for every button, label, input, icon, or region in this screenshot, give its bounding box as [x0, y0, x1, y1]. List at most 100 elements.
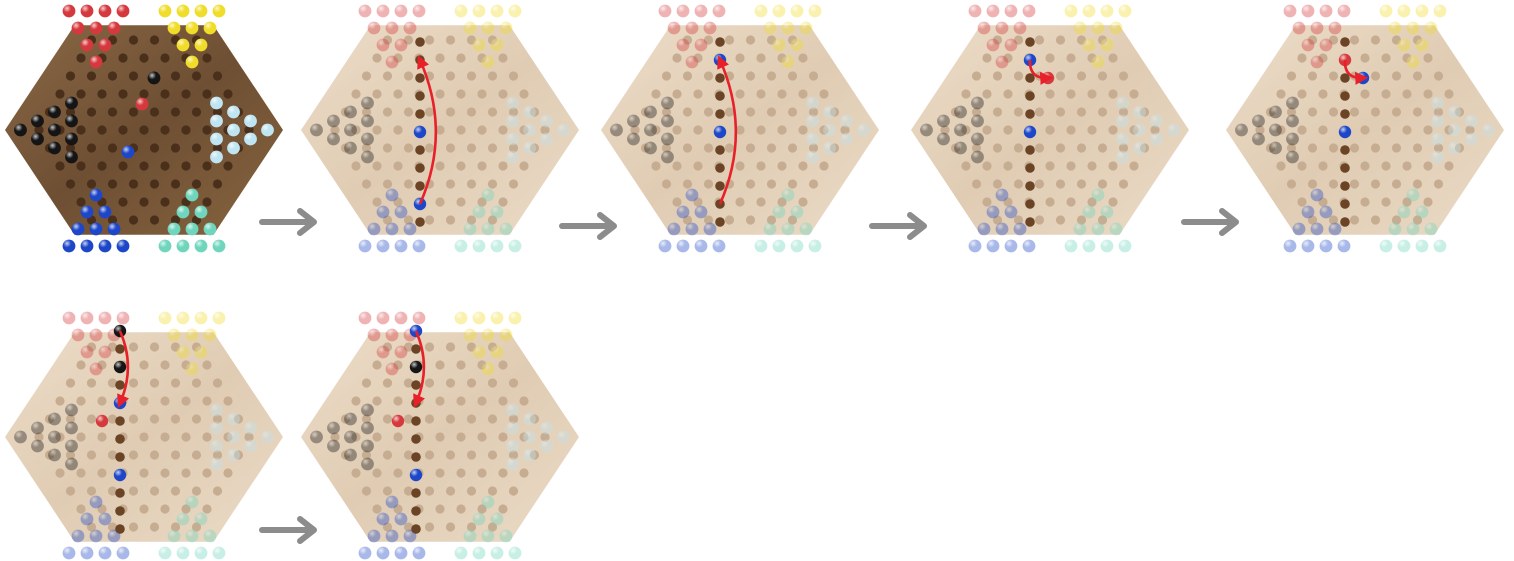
board-hole [445, 486, 456, 496]
marble-shine [65, 457, 78, 471]
board-hole [202, 53, 212, 63]
marble-shine [954, 105, 967, 119]
marble-shine [823, 123, 836, 137]
board-hole [372, 360, 382, 370]
marble-shine [194, 239, 208, 253]
marble-shine [210, 439, 223, 453]
marble-shine [968, 239, 982, 253]
board-hole [1328, 143, 1339, 153]
board-hole [971, 143, 982, 153]
marble-shine [98, 4, 112, 18]
board-hole [1318, 125, 1328, 135]
board-hole [1328, 71, 1339, 81]
marble-shine [1415, 239, 1429, 253]
board-hole [519, 468, 529, 478]
board-hole [403, 378, 414, 388]
marble-shine [540, 421, 553, 435]
path-hole [1340, 73, 1350, 83]
marble-shine [463, 328, 477, 342]
board-hole [766, 71, 777, 81]
marble-shine [385, 55, 399, 69]
board-hole [34, 125, 44, 135]
marble-shine [661, 132, 674, 146]
board-hole [445, 522, 456, 532]
marble-shine [89, 55, 103, 69]
board-hole [798, 53, 808, 63]
board-hole [107, 107, 118, 117]
board-hole [382, 450, 393, 460]
marble-shine [194, 546, 208, 560]
path-hole [1025, 91, 1035, 101]
move-arc-arrow [417, 55, 438, 205]
board-hole [508, 71, 519, 81]
board-hole [139, 396, 149, 406]
board-hole [382, 378, 393, 388]
marble-shine [1235, 123, 1248, 137]
marble-shine [48, 123, 61, 137]
marble-shine [48, 105, 61, 119]
board-hole [466, 71, 477, 81]
board-hole [128, 450, 139, 460]
marble-shine [310, 123, 323, 137]
board-hole [1003, 161, 1013, 171]
marble-shine [62, 311, 76, 325]
marble-shine [1397, 38, 1411, 52]
board-hole [149, 486, 160, 496]
board-hole [372, 432, 382, 442]
marble-shine [490, 345, 504, 359]
marble-shine [116, 239, 130, 253]
marble-shine [490, 205, 504, 219]
board-hole [466, 450, 477, 460]
marble-shine [358, 546, 372, 560]
marble-shine [1109, 21, 1123, 35]
marble-shine [98, 546, 112, 560]
board-hole [139, 360, 149, 370]
marble-shine [506, 114, 519, 128]
board-hole [466, 143, 477, 153]
board-hole [840, 125, 850, 135]
marble-shine [367, 529, 381, 543]
home-marbles [14, 4, 274, 253]
marble-shine [1328, 21, 1342, 35]
marble-shine [98, 239, 112, 253]
board-hole [672, 197, 682, 207]
marble-shine [185, 222, 199, 236]
board-hole [756, 161, 766, 171]
marble-shine [506, 150, 519, 164]
board-hole [1381, 161, 1391, 171]
board-hole [424, 35, 435, 45]
board-hole [735, 53, 745, 63]
marble-shine [644, 105, 657, 119]
marble-shine [1116, 150, 1129, 164]
board-hole [1307, 179, 1318, 189]
board-hole [128, 71, 139, 81]
board-hole [202, 468, 212, 478]
marble-shine [540, 114, 553, 128]
path-hole [115, 344, 125, 354]
board-holes [34, 342, 254, 532]
marble-shine [394, 205, 408, 219]
marble-shine [412, 311, 426, 325]
board-hole [1045, 89, 1055, 99]
marble-shine [385, 222, 399, 236]
marble-shine [176, 512, 190, 526]
board-hole [961, 89, 971, 99]
marble-shine [176, 239, 190, 253]
board-hole [181, 468, 191, 478]
board-hole [1276, 89, 1286, 99]
path-hole [715, 145, 725, 155]
marble-shine [506, 457, 519, 471]
board-hole [424, 486, 435, 496]
path-hole [715, 163, 725, 173]
marble-shine [261, 123, 274, 137]
board-hole [160, 89, 170, 99]
marble-shine [481, 21, 495, 35]
board-hole [1108, 89, 1118, 99]
board-hole [403, 179, 414, 189]
board-hole [1108, 53, 1118, 63]
marble-shine [361, 421, 374, 435]
board-hole [1318, 161, 1328, 171]
board-hole [128, 179, 139, 189]
marble-shine [1310, 21, 1324, 35]
